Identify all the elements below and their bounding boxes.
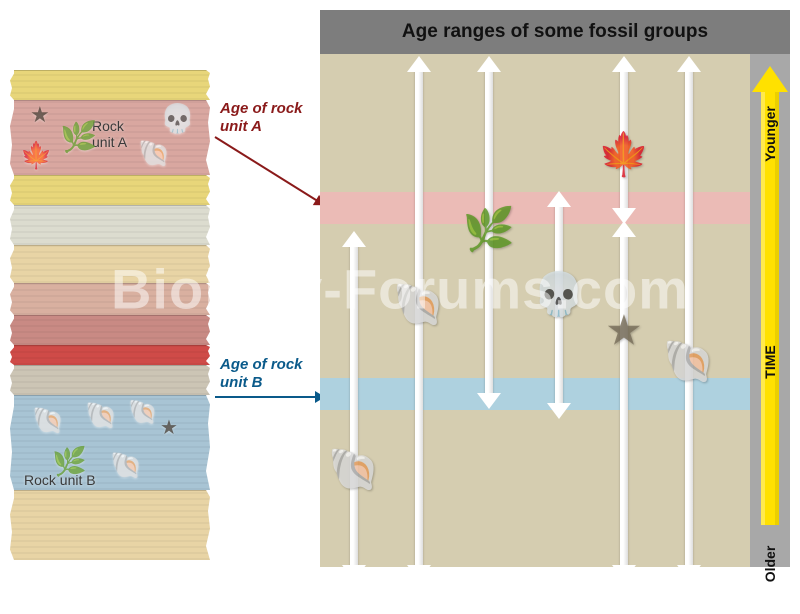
shell-icon: 🐚 — [138, 138, 170, 169]
shell-icon: 🐚 — [110, 450, 142, 481]
stratum-2 — [10, 175, 210, 205]
stratum-8 — [10, 365, 210, 395]
leaf-icon: 🍁 — [20, 140, 52, 171]
shell-icon: 🐚 — [393, 281, 445, 330]
stratum-7 — [10, 345, 210, 365]
leaf-icon: 🍁 — [598, 131, 650, 180]
strat-column: Rock unit ARock unit B★🌿🍁💀🐚🐚🐚🐚★🌿🐚 — [10, 70, 210, 560]
age-a-label: Age of rock unit A — [220, 100, 303, 136]
skull-icon: 💀 — [160, 102, 195, 135]
shell-icon: 🐚 — [85, 400, 117, 431]
time-label-1: TIME — [762, 312, 778, 412]
chart-title: Age ranges of some fossil groups — [320, 10, 790, 54]
time-label-0: Younger — [762, 84, 778, 184]
brachiopod-range — [685, 70, 693, 567]
starfish-icon: ★ — [160, 415, 178, 440]
age-range-chart: Age ranges of some fossil groups 🐚 🐚 🌿 💀 🍁 ★ 🐚… — [320, 10, 790, 567]
fern-icon: 🌿 — [463, 206, 515, 255]
fern-icon: 🌿 — [52, 445, 87, 478]
fern-icon: 🌿 — [60, 120, 97, 155]
skull-icon: 💀 — [533, 271, 585, 320]
brachiopod-icon: 🐚 — [128, 398, 158, 427]
starfish-icon: ★ — [605, 306, 643, 355]
brachiopod-icon: 🐚 — [663, 338, 715, 387]
trilobite-range — [350, 245, 358, 567]
age-b-arrow — [215, 396, 324, 398]
time-axis: YoungerTIMEOlder — [750, 54, 790, 567]
starfish-range — [620, 235, 628, 567]
age-b-label: Age of rock unit B — [220, 356, 303, 392]
stratum-3 — [10, 205, 210, 245]
age-a-arrow — [214, 136, 324, 206]
stratum-10 — [10, 490, 210, 560]
starfish-icon: ★ — [30, 102, 50, 128]
trilobite-icon: 🐚 — [32, 405, 64, 436]
trilobite-icon: 🐚 — [328, 446, 380, 495]
stratum-5 — [10, 283, 210, 315]
stratum-6 — [10, 315, 210, 345]
stratum-4 — [10, 245, 210, 283]
time-label-2: Older — [762, 514, 778, 614]
stratum-0 — [10, 70, 210, 100]
